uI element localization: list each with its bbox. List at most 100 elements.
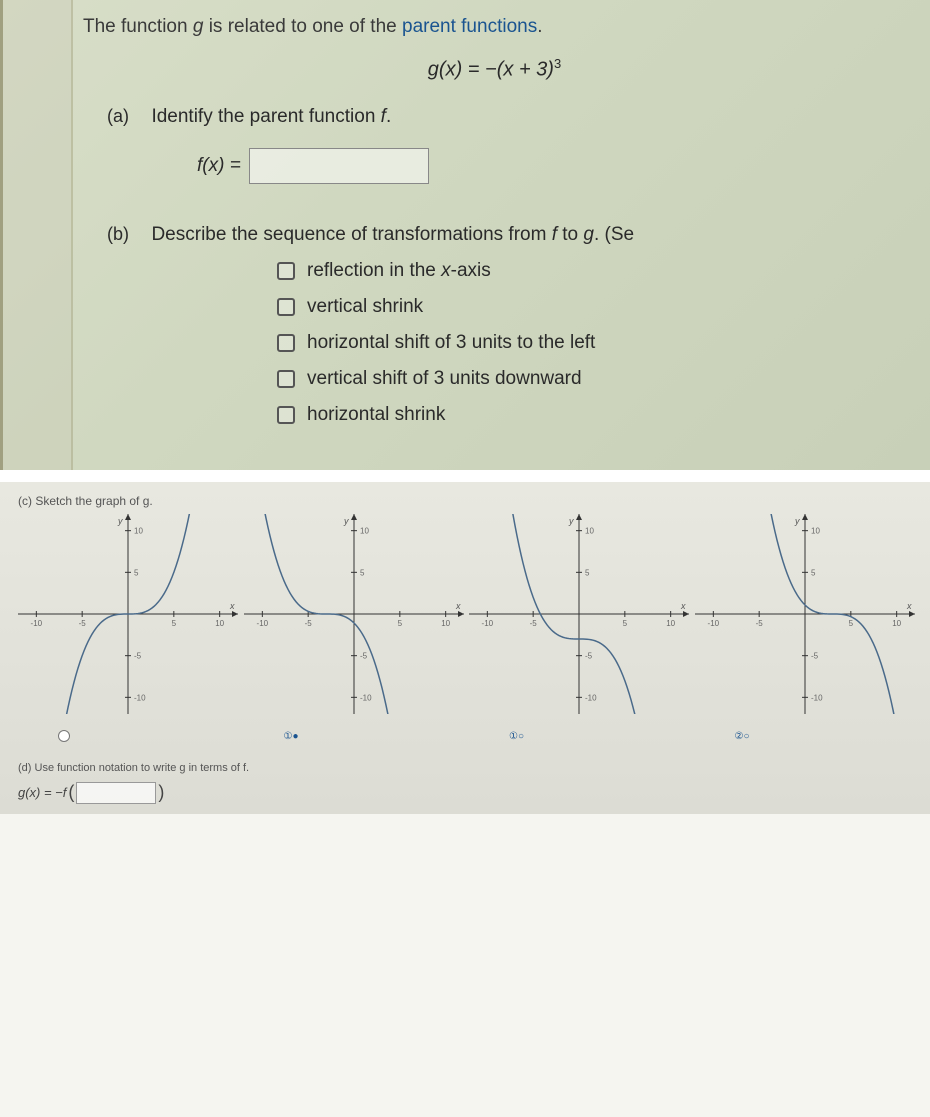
- svg-text:-5: -5: [530, 619, 538, 628]
- graph-cell: -10-5510-10-5510xy①●: [244, 514, 470, 744]
- graph-sel-icon[interactable]: ②○: [735, 731, 750, 742]
- graph-cell: -10-5510-10-5510xy: [18, 514, 244, 744]
- formula-var: x: [446, 59, 456, 81]
- svg-text:-10: -10: [31, 619, 43, 628]
- svg-text:-10: -10: [707, 619, 719, 628]
- part-d-label: (d) Use function notation to write g in …: [18, 762, 920, 774]
- formula-lhs: g: [428, 59, 439, 81]
- graph-radio-row: ②○: [735, 731, 750, 742]
- graph-cell: -10-5510-10-5510xy①○: [469, 514, 695, 744]
- svg-text:5: 5: [134, 568, 139, 577]
- intro-mid: is related to one of the: [203, 16, 402, 37]
- graph-cell: -10 -5 5 10 -10 -5 5 10 x y ②○: [695, 514, 921, 744]
- svg-text:10: 10: [441, 619, 450, 628]
- svg-text:5: 5: [360, 568, 365, 577]
- intro-prefix: The function: [83, 16, 193, 37]
- part-c-label: (c) Sketch the graph of g.: [18, 494, 920, 508]
- svg-text:10: 10: [215, 619, 224, 628]
- svg-text:-10: -10: [134, 693, 146, 702]
- checkbox-row: vertical shrink: [277, 296, 906, 318]
- checkbox[interactable]: [277, 406, 295, 424]
- paren-close: ): [158, 782, 164, 803]
- graph-row: -10 -5 5 10 -10 -5 5 10 x y -10 -5 5 10 -10 -5 5 10 x y ①● -1…: [18, 514, 920, 744]
- svg-text:x: x: [906, 601, 912, 611]
- graph-svg: -10-5510-10-5510xy: [18, 514, 238, 714]
- fx-answer-input[interactable]: [249, 148, 429, 184]
- checkbox-list: reflection in the x-axis vertical shrink h…: [277, 260, 906, 426]
- formula-rhs: −(x + 3): [485, 59, 554, 81]
- svg-text:-5: -5: [304, 619, 312, 628]
- graph-svg: -10-5510-10-5510xy: [244, 514, 464, 714]
- gx-prefix: g(x) = −f: [18, 785, 66, 800]
- checkbox-row: reflection in the x-axis: [277, 260, 906, 282]
- checkbox-label: horizontal shrink: [307, 404, 445, 426]
- gx-row: g(x) = −f ( ): [18, 782, 920, 804]
- svg-text:5: 5: [848, 619, 853, 628]
- left-margin: [3, 0, 73, 470]
- part-a-text: Identify the parent function f.: [151, 106, 391, 127]
- graph-sel-icon[interactable]: ①○: [509, 731, 524, 742]
- intro-suffix: .: [537, 16, 542, 37]
- svg-text:5: 5: [397, 619, 402, 628]
- svg-text:-5: -5: [755, 619, 763, 628]
- svg-text:y: y: [117, 516, 123, 526]
- part-b-label: (b): [107, 224, 147, 245]
- part-b: (b) Describe the sequence of transformat…: [107, 224, 906, 426]
- checkbox[interactable]: [277, 298, 295, 316]
- checkbox-label: vertical shrink: [307, 296, 423, 318]
- checkbox-row: horizontal shift of 3 units to the left: [277, 332, 906, 354]
- fx-row: f(x) =: [197, 148, 906, 184]
- question-panel-top: The function g is related to one of the …: [0, 0, 930, 470]
- checkbox[interactable]: [277, 262, 295, 280]
- svg-text:5: 5: [172, 619, 177, 628]
- svg-text:y: y: [568, 516, 574, 526]
- part-b-text: Describe the sequence of transformations…: [151, 224, 634, 245]
- formula: g(x) = −(x + 3)3: [83, 56, 906, 82]
- graph-radio[interactable]: [58, 730, 70, 742]
- svg-text:5: 5: [811, 568, 816, 577]
- graph-svg: -10-5510-10-5510xy: [469, 514, 689, 714]
- part-d: (d) Use function notation to write g in …: [18, 762, 920, 804]
- svg-text:-10: -10: [811, 693, 823, 702]
- svg-text:-10: -10: [482, 619, 494, 628]
- svg-text:-5: -5: [79, 619, 87, 628]
- svg-text:5: 5: [623, 619, 628, 628]
- parent-functions-link[interactable]: parent functions: [402, 16, 537, 37]
- graph-sel-icon[interactable]: ①●: [284, 731, 299, 742]
- paren-open: (: [68, 782, 74, 803]
- svg-text:-5: -5: [134, 651, 142, 660]
- question-panel-bottom: (c) Sketch the graph of g. -10 -5 5 10 -10 -5…: [0, 482, 930, 814]
- svg-text:5: 5: [585, 568, 590, 577]
- graph-radio-row: ①○: [509, 731, 524, 742]
- part-a: (a) Identify the parent function f. f(x)…: [107, 106, 906, 184]
- checkbox-label: reflection in the x-axis: [307, 260, 491, 282]
- gx-answer-input[interactable]: [76, 782, 156, 804]
- svg-text:10: 10: [811, 526, 820, 535]
- panel-gap: [0, 470, 930, 482]
- formula-exp: 3: [554, 56, 561, 71]
- checkbox[interactable]: [277, 334, 295, 352]
- svg-text:10: 10: [585, 526, 594, 535]
- svg-text:-10: -10: [360, 693, 372, 702]
- graph-svg: -10 -5 5 10 -10 -5 5 10 x y: [695, 514, 915, 714]
- svg-text:-10: -10: [256, 619, 268, 628]
- svg-text:10: 10: [666, 619, 675, 628]
- graph-radio-row: ①●: [284, 731, 299, 742]
- svg-text:10: 10: [134, 526, 143, 535]
- checkbox[interactable]: [277, 370, 295, 388]
- svg-text:10: 10: [892, 619, 901, 628]
- svg-text:x: x: [455, 601, 461, 611]
- checkbox-row: vertical shift of 3 units downward: [277, 368, 906, 390]
- checkbox-label: horizontal shift of 3 units to the left: [307, 332, 595, 354]
- svg-text:x: x: [680, 601, 686, 611]
- checkbox-row: horizontal shrink: [277, 404, 906, 426]
- checkbox-label: vertical shift of 3 units downward: [307, 368, 582, 390]
- graph-radio-row: [58, 730, 70, 742]
- svg-text:y: y: [794, 516, 800, 526]
- part-a-label: (a): [107, 106, 147, 127]
- fx-label: f(x) =: [197, 155, 241, 177]
- intro-fn: g: [193, 16, 204, 37]
- svg-text:-5: -5: [585, 651, 593, 660]
- svg-text:y: y: [343, 516, 349, 526]
- svg-text:-5: -5: [811, 651, 819, 660]
